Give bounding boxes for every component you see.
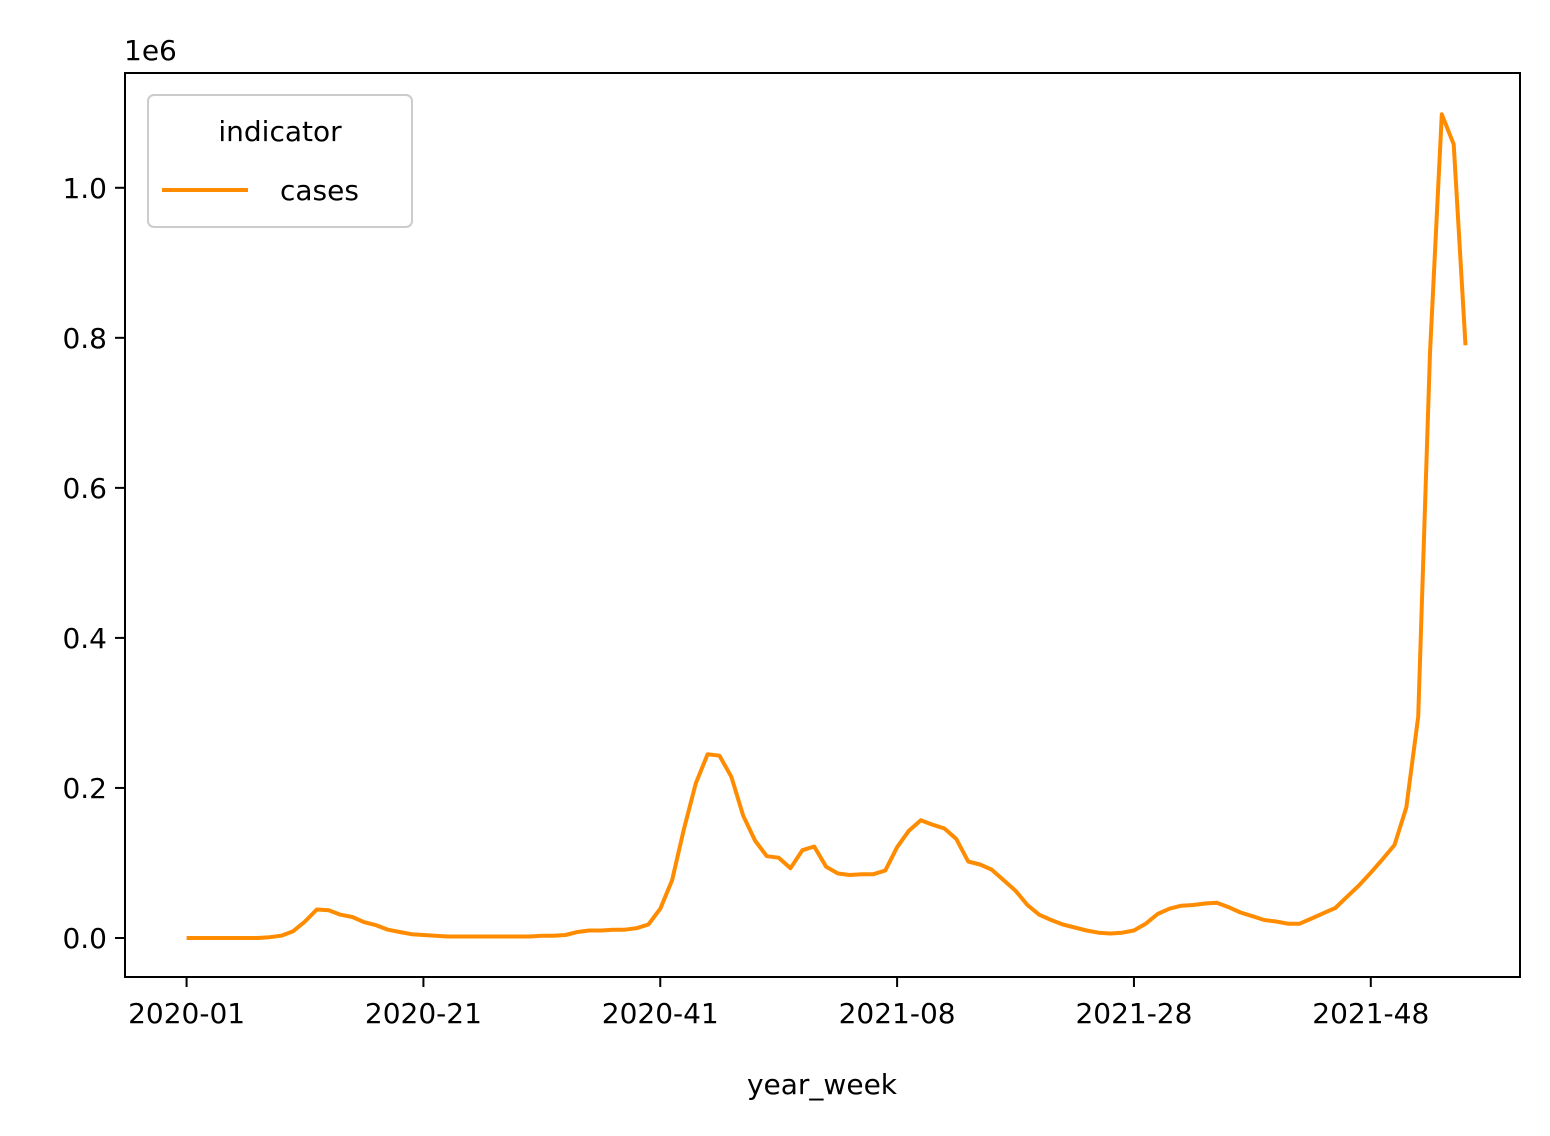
x-tick-label: 2020-01	[128, 997, 245, 1030]
x-tick-label: 2020-21	[365, 997, 482, 1030]
y-tick-label: 0.0	[62, 922, 107, 955]
plot-frame	[124, 72, 1521, 978]
y-tick-label: 1.0	[62, 172, 107, 205]
y-tick-label: 0.8	[62, 322, 107, 355]
legend-box	[147, 94, 413, 228]
y-tick-label: 0.4	[62, 622, 107, 655]
x-tick-label: 2020-41	[602, 997, 719, 1030]
series-layer	[186, 112, 1468, 940]
x-axis: 2020-01 2020-21 2020-41 2021-08 2021-28 2021-…	[128, 977, 1429, 1030]
y-scale-label: 1e6	[124, 34, 177, 67]
legend-title: indicator	[218, 115, 342, 148]
y-tick-label: 0.6	[62, 472, 107, 505]
x-tick-label: 2021-28	[1075, 997, 1192, 1030]
y-tick-label: 0.2	[62, 772, 107, 805]
x-tick-label: 2021-08	[839, 997, 956, 1030]
series-line-cases	[186, 112, 1468, 940]
x-axis-label: year_week	[747, 1068, 898, 1101]
x-tick-label: 2021-48	[1312, 997, 1429, 1030]
y-axis: 0.0 0.2 0.4 0.6 0.8 1.0	[62, 172, 125, 955]
legend-entry-cases: cases	[280, 174, 359, 207]
legend: indicator cases	[147, 94, 413, 228]
